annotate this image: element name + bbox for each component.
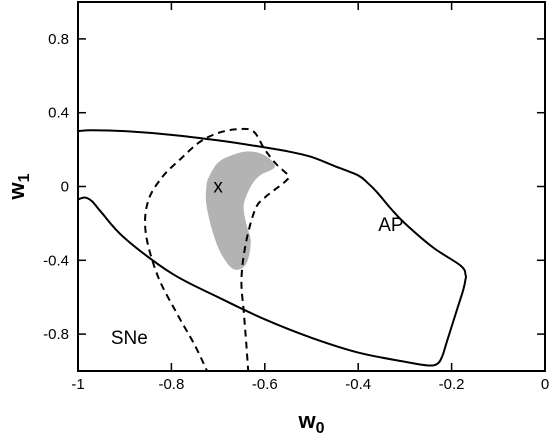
annotation-ap: AP bbox=[378, 215, 403, 236]
contour-layer bbox=[78, 127, 468, 371]
contour-ap bbox=[78, 129, 468, 367]
x-tick-label: -0.6 bbox=[252, 376, 278, 393]
x-tick-label: -0.2 bbox=[439, 376, 465, 393]
y-tick-label: 0 bbox=[61, 179, 69, 196]
x-axis-title: w0 bbox=[297, 408, 324, 437]
plot-frame bbox=[77, 1, 546, 372]
x-axis-title-base: w bbox=[297, 408, 316, 433]
y-tick-label: 0.4 bbox=[48, 105, 69, 122]
y-tick-label: -0.8 bbox=[43, 326, 69, 343]
y-tick-label: 0.8 bbox=[48, 31, 69, 48]
y-axis-title-base: w bbox=[4, 182, 29, 201]
x-axis-title-sub: 0 bbox=[316, 420, 325, 437]
filled-confidence-region bbox=[205, 151, 275, 270]
x-tick-label: 0 bbox=[541, 376, 549, 393]
annotation-fiducial-marker: x bbox=[213, 177, 223, 198]
tick-layer: -1 -0.8 -0.6 -0.4 -0.2 0 -0.8 -0.4 0 0.4 0.8 bbox=[43, 2, 549, 393]
x-tick-label: -0.4 bbox=[345, 376, 371, 393]
y-axis-title-sub: 1 bbox=[16, 173, 33, 182]
annotation-layer: AP SNe x bbox=[111, 177, 404, 349]
y-tick-label: -0.4 bbox=[43, 252, 69, 269]
x-tick-label: -1 bbox=[71, 376, 84, 393]
y-axis-title: w1 bbox=[4, 173, 33, 200]
x-tick-label: -0.8 bbox=[158, 376, 184, 393]
annotation-sne: SNe bbox=[111, 328, 148, 349]
